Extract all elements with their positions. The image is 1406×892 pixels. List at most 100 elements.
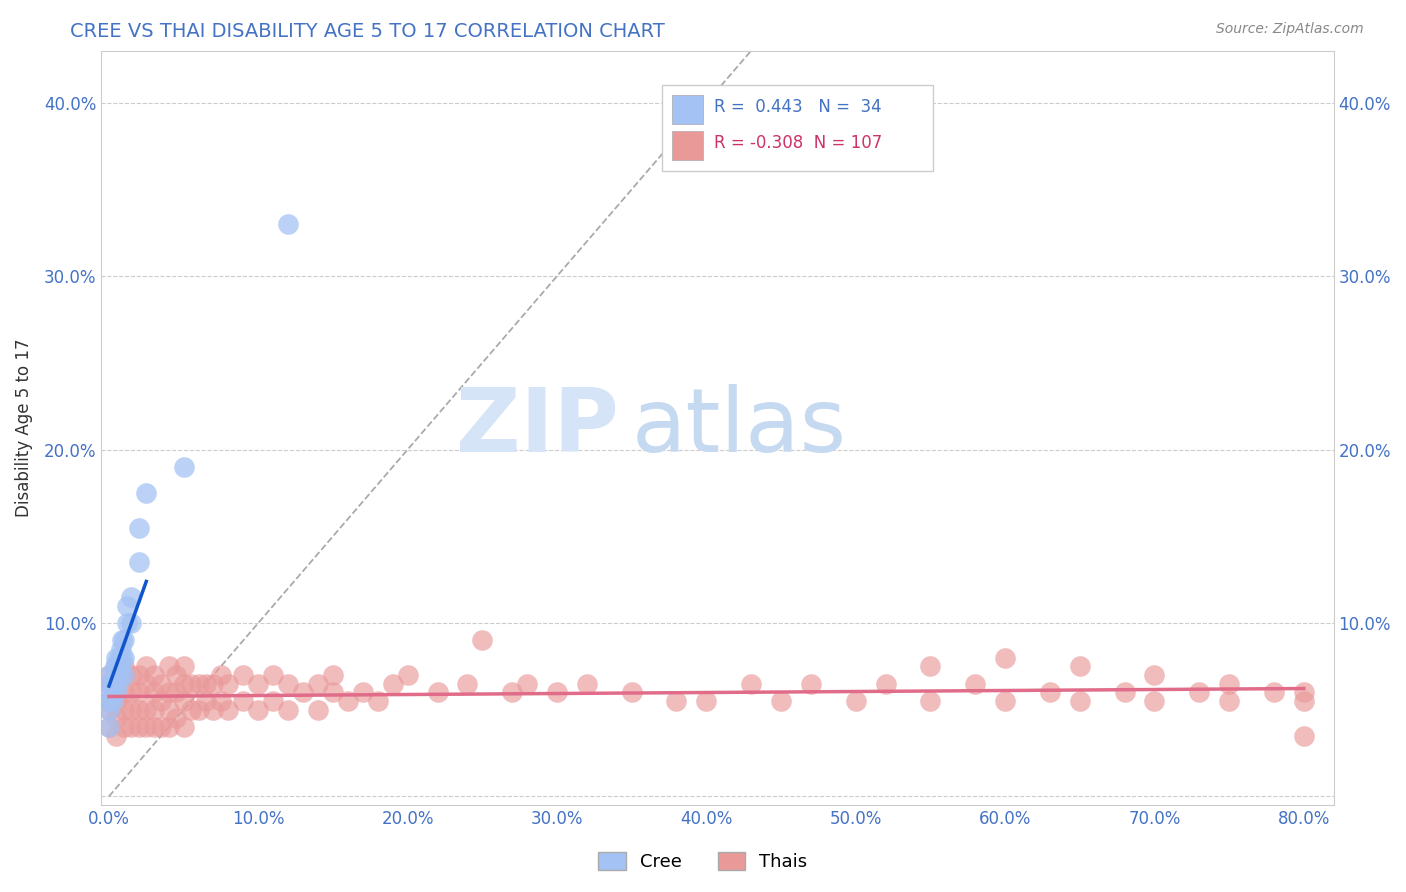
Point: [150, 694, 173, 708]
Point: [115, 615, 138, 630]
Point: [1263, 685, 1285, 699]
Point: [180, 676, 202, 690]
Point: [875, 676, 897, 690]
Point: [307, 703, 329, 717]
Point: [112, 668, 135, 682]
Point: [97, 676, 120, 690]
Point: [110, 659, 132, 673]
Point: [112, 659, 135, 673]
Point: [165, 668, 187, 682]
Point: [173, 694, 195, 708]
Point: [105, 668, 128, 682]
Point: [381, 676, 404, 690]
Point: [165, 711, 187, 725]
Point: [262, 694, 284, 708]
Point: [120, 668, 142, 682]
Point: [292, 685, 315, 699]
Point: [128, 685, 150, 699]
Point: [1069, 694, 1091, 708]
Point: [1292, 694, 1315, 708]
Point: [740, 676, 762, 690]
Point: [97, 694, 120, 708]
Point: [111, 650, 134, 665]
Point: [112, 650, 135, 665]
Point: [128, 668, 150, 682]
Point: [112, 633, 135, 648]
Point: [108, 650, 131, 665]
Point: [135, 659, 157, 673]
Point: [1292, 729, 1315, 743]
Text: atlas: atlas: [631, 384, 846, 471]
Point: [516, 676, 538, 690]
Point: [202, 703, 225, 717]
Point: [157, 685, 180, 699]
Point: [322, 668, 344, 682]
Point: [105, 711, 128, 725]
Point: [209, 694, 232, 708]
FancyBboxPatch shape: [662, 85, 934, 171]
Point: [456, 676, 478, 690]
Point: [247, 703, 270, 717]
Text: Source: ZipAtlas.com: Source: ZipAtlas.com: [1216, 22, 1364, 37]
Text: CREE VS THAI DISABILITY AGE 5 TO 17 CORRELATION CHART: CREE VS THAI DISABILITY AGE 5 TO 17 CORR…: [70, 22, 665, 41]
Point: [157, 659, 180, 673]
Point: [110, 642, 132, 657]
Point: [845, 694, 868, 708]
Legend: Cree, Thais: Cree, Thais: [591, 845, 815, 879]
Point: [277, 703, 299, 717]
Point: [97, 720, 120, 734]
Point: [120, 590, 142, 604]
Point: [367, 694, 389, 708]
Point: [1218, 676, 1240, 690]
Point: [105, 659, 128, 673]
Point: [105, 729, 128, 743]
Point: [112, 720, 135, 734]
Point: [173, 659, 195, 673]
Point: [232, 694, 254, 708]
Point: [135, 703, 157, 717]
Point: [620, 685, 643, 699]
Point: [97, 694, 120, 708]
Point: [104, 668, 127, 682]
Point: [108, 668, 131, 682]
Point: [501, 685, 523, 699]
Point: [187, 676, 209, 690]
Point: [120, 685, 142, 699]
Point: [965, 676, 987, 690]
Text: R = -0.308  N = 107: R = -0.308 N = 107: [714, 135, 882, 153]
Point: [173, 720, 195, 734]
Point: [97, 703, 120, 717]
Point: [128, 520, 150, 534]
Text: ZIP: ZIP: [456, 384, 619, 471]
Point: [97, 668, 120, 682]
Point: [120, 615, 142, 630]
Point: [120, 703, 142, 717]
Point: [142, 703, 165, 717]
Point: [97, 668, 120, 682]
Point: [994, 694, 1017, 708]
Point: [336, 694, 359, 708]
Point: [277, 217, 299, 231]
Point: [202, 676, 225, 690]
Point: [150, 720, 173, 734]
Point: [575, 676, 598, 690]
Point: [128, 703, 150, 717]
Point: [107, 659, 129, 673]
Point: [97, 703, 120, 717]
Point: [396, 668, 419, 682]
Point: [97, 720, 120, 734]
Point: [1143, 668, 1166, 682]
Point: [195, 694, 218, 708]
Point: [128, 555, 150, 569]
Point: [105, 694, 128, 708]
Point: [180, 703, 202, 717]
Point: [426, 685, 449, 699]
Point: [994, 650, 1017, 665]
Point: [142, 685, 165, 699]
Point: [150, 676, 173, 690]
Point: [112, 685, 135, 699]
Point: [195, 676, 218, 690]
Point: [307, 676, 329, 690]
Point: [103, 676, 125, 690]
Point: [187, 703, 209, 717]
